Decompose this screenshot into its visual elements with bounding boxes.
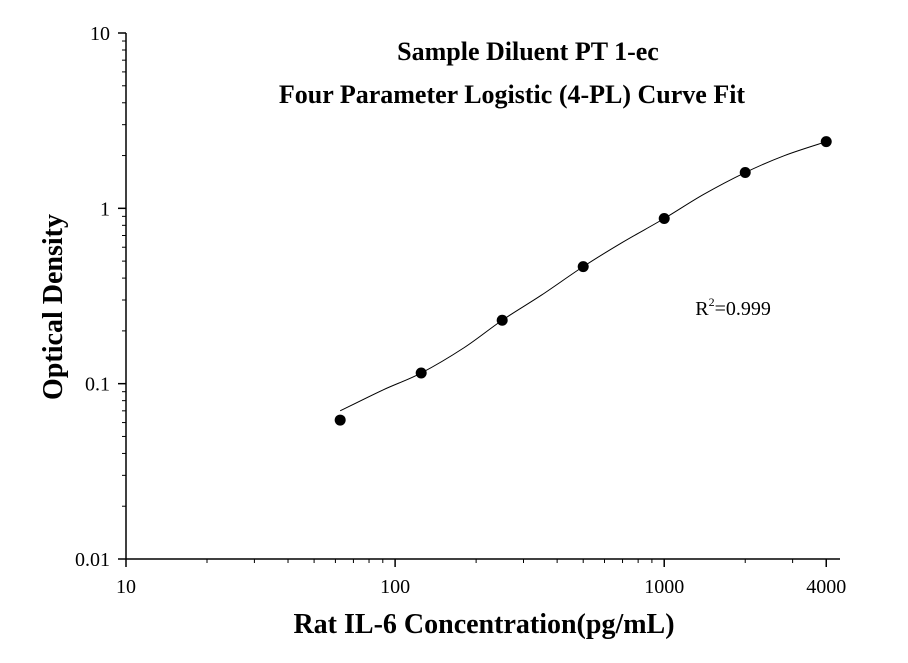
r-squared-value: =0.999 [715, 298, 771, 320]
y-tick-label: 0.1 [85, 374, 110, 396]
y-tick-label: 1 [100, 198, 110, 220]
r-squared-annotation: R2=0.999 [695, 295, 771, 320]
chart-title-line-2: Four Parameter Logistic (4-PL) Curve Fit [279, 80, 746, 109]
x-tick-label: 4000 [806, 576, 846, 598]
x-tick-label: 100 [380, 576, 410, 598]
data-point [415, 367, 427, 379]
fit-curve [339, 141, 827, 412]
x-tick-label: 1000 [644, 576, 684, 598]
y-tick-label: 0.01 [75, 549, 110, 571]
data-point [334, 414, 346, 426]
axes [125, 33, 840, 560]
fit-curve-group [339, 141, 827, 412]
data-point [496, 314, 508, 326]
axis-ticks: 0.01 0.1 1 10 10 100 1000 4000 [75, 23, 846, 598]
y-tick-label: 10 [90, 23, 110, 45]
x-tick-label: 10 [116, 576, 136, 598]
chart-title-line-1: Sample Diluent PT 1-ec [397, 37, 659, 66]
data-point [658, 213, 670, 225]
data-point [739, 167, 751, 179]
x-axis-label: Rat IL-6 Concentration(pg/mL) [293, 609, 674, 640]
r-squared-sup: 2 [709, 295, 715, 309]
data-point [577, 261, 589, 273]
y-axis-label: Optical Density [38, 214, 69, 400]
r-squared-base: R [695, 298, 709, 320]
data-points [334, 136, 832, 426]
data-point [820, 136, 832, 148]
